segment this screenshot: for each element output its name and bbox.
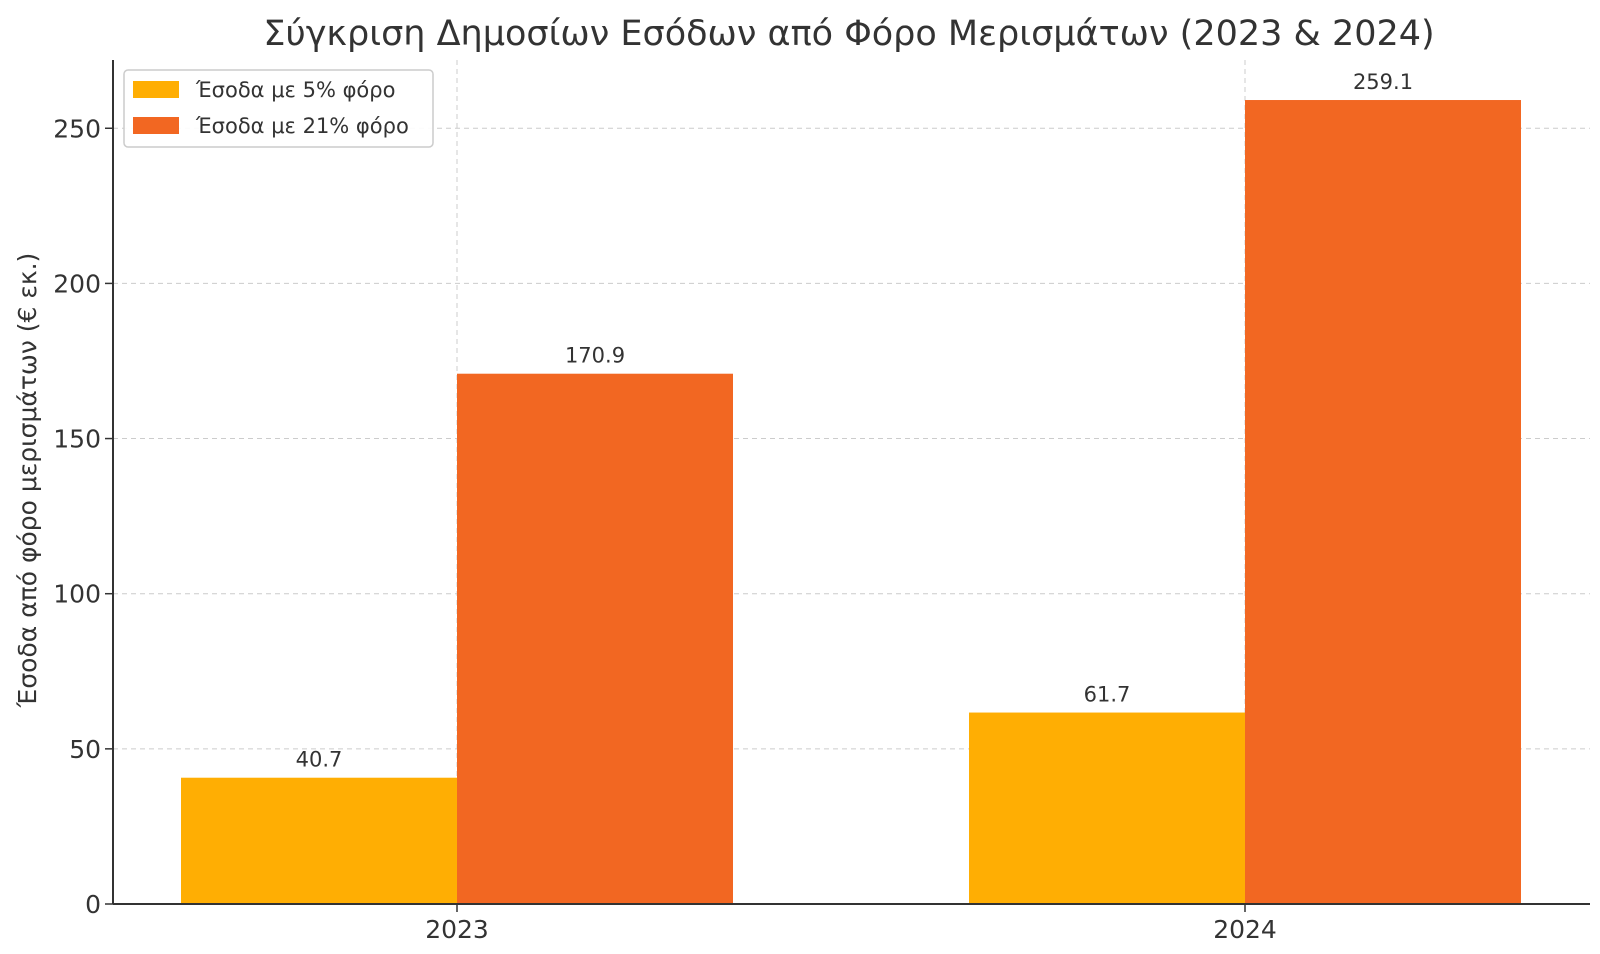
bar-tax-21-2024 (1245, 100, 1521, 904)
y-axis-label: Έσοδα από φόρο μερισμάτων (€ εκ.) (13, 253, 42, 709)
legend-box (123, 69, 434, 148)
legend-entry: Έσοδα με 21% φόρο (195, 114, 409, 138)
bar-tax-5-2023 (181, 777, 457, 904)
data-label: 170.9 (565, 344, 625, 368)
legend-entry: Έσοδα με 5% φόρο (195, 78, 395, 102)
bars (181, 100, 1521, 904)
legend-swatch (133, 117, 179, 134)
data-label: 40.7 (296, 748, 343, 772)
y-tick-label: 0 (85, 890, 101, 919)
legend-swatch (133, 81, 179, 98)
legend: Έσοδα με 5% φόρο Έσοδα με 21% φόρο (123, 69, 434, 148)
y-tick-label: 200 (53, 269, 101, 298)
y-tick-label: 250 (53, 114, 101, 143)
axes: 0 50 100 150 200 250 2023 2024 (53, 60, 1590, 944)
bar-tax-21-2023 (457, 373, 733, 904)
y-tick-label: 150 (53, 425, 101, 454)
data-label: 61.7 (1084, 683, 1131, 707)
y-tick-label: 100 (53, 580, 101, 609)
chart-title: Σύγκριση Δημοσίων Εσόδων από Φόρο Μερισμ… (263, 14, 1434, 54)
y-tick-label: 50 (69, 735, 101, 764)
x-tick-label: 2024 (1213, 915, 1277, 944)
bar-tax-5-2024 (969, 712, 1245, 904)
data-labels: 40.7 61.7 170.9 259.1 (296, 70, 1413, 772)
data-label: 259.1 (1353, 70, 1413, 94)
x-tick-label: 2023 (425, 915, 489, 944)
